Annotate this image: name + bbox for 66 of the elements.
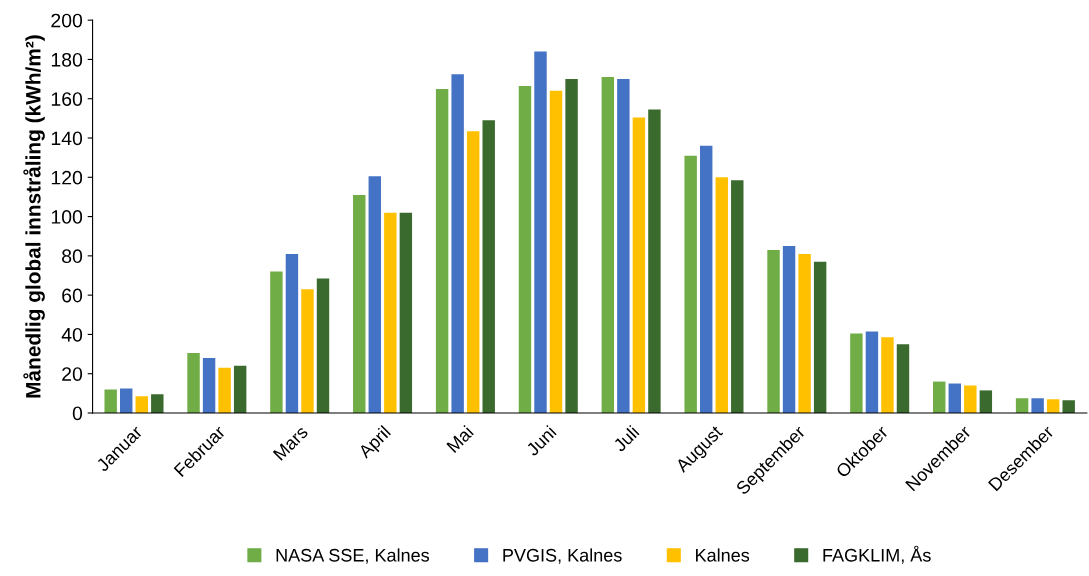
bar [549,90,563,413]
bar [353,194,366,413]
bar [187,353,200,413]
bar [979,390,993,413]
bar [565,79,578,413]
bar [466,131,480,413]
legend-label: FAGKLIM, Ås [823,545,931,564]
bar [218,367,231,413]
y-tick-label: 20 [62,367,83,381]
y-tick-label: 200 [51,13,83,28]
y-tick-label: 180 [51,52,83,67]
bar [731,180,744,413]
bar [518,85,532,413]
bar [270,271,283,413]
y-tick-label: 120 [51,170,83,185]
bar [850,333,863,413]
bar [1031,398,1044,413]
legend-label: PVGIS, Kalnes [503,548,622,564]
bar [948,383,961,413]
bar [482,120,495,413]
y-tick-label: 40 [61,327,83,342]
bar [648,109,661,413]
bar [135,396,148,413]
bar [813,261,827,413]
bar [601,77,615,413]
bar [534,51,547,413]
y-tick-label: 140 [51,131,83,146]
y-tick-label: 60 [62,288,83,303]
bar [384,212,397,413]
bar [399,212,413,413]
y-tick-label: 100 [51,210,83,224]
bar [316,278,330,413]
bar [798,253,811,413]
bar [782,246,796,413]
bar [1062,400,1075,413]
bar [301,289,314,413]
x-tick-label: Juli [612,424,640,453]
bar [120,388,133,413]
bar [104,389,117,413]
bar [151,394,164,413]
bar [881,337,894,413]
bar [435,88,449,413]
bar [368,176,381,413]
x-tick-label: Mai [445,424,474,453]
bar [865,331,879,413]
bar [632,117,646,413]
bar [715,177,728,413]
legend-label: NASA SSE, Kalnes [276,548,430,564]
bar [451,74,464,413]
y-axis-title: Månedlig global innstråling (kWh/m²) [23,35,45,398]
bar [1046,399,1060,413]
bar [233,365,247,413]
bar [202,358,216,413]
legend-label: Kalnes [696,548,750,562]
bar [896,344,910,413]
bar [285,253,299,413]
y-tick-label: 0 [72,406,83,421]
bar [684,155,697,413]
bar [1015,398,1029,413]
bar [617,79,630,413]
bar [933,381,946,413]
y-tick-label: 160 [51,92,83,106]
bar [767,249,780,413]
bar [699,145,713,413]
bar [964,385,977,413]
y-tick-label: 80 [62,249,83,264]
